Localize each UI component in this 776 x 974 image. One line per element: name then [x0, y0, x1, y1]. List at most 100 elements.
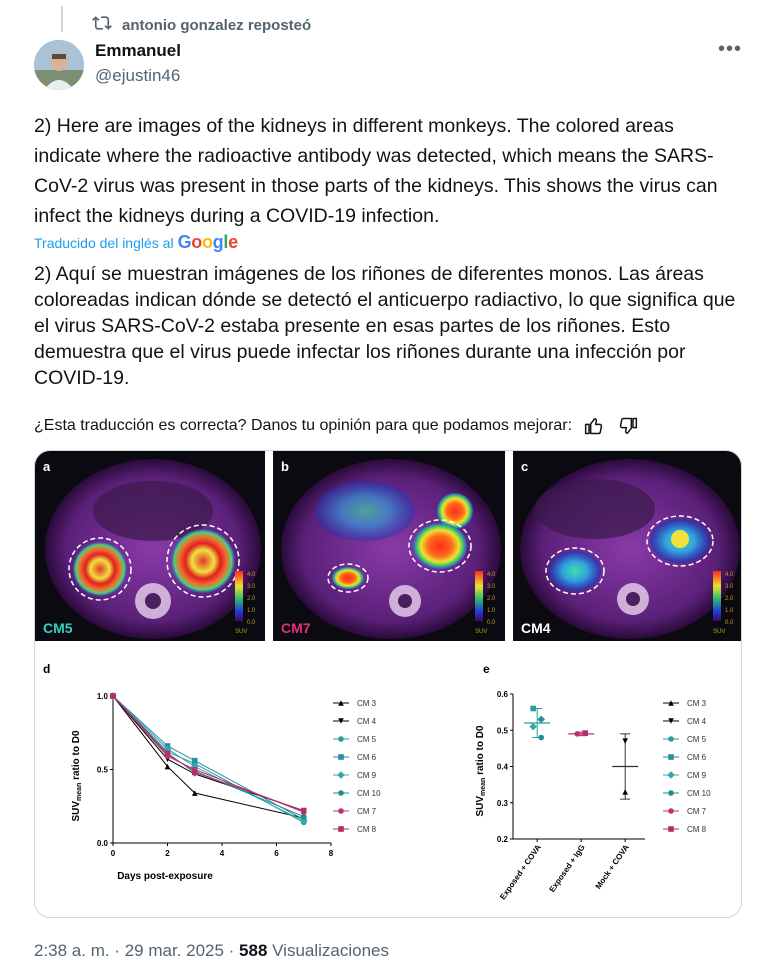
- legend-entry: CM 3: [663, 699, 707, 708]
- post-text-original: 2) Here are images of the kidneys in dif…: [34, 115, 718, 227]
- series-line: [112, 695, 304, 823]
- legend-label: CM 7: [687, 807, 707, 816]
- chart-e: e SUVmean ratio to D0 0.2 0.3 0.4 0.5 0.6 Exp…: [475, 662, 711, 901]
- legend-entry: CM 8: [663, 825, 707, 834]
- scale-tick: 2.0: [725, 596, 734, 602]
- series-line: [112, 695, 304, 812]
- post-meta: 2:38 a. m. · 29 mar. 2025 · 588 Visualiz…: [34, 941, 389, 961]
- thread-line: [61, 6, 63, 32]
- scale-tick: 1.0: [725, 608, 734, 614]
- legend-marker: [337, 771, 345, 779]
- legend-label: CM 6: [687, 753, 707, 762]
- legend-label: CM 4: [687, 717, 707, 726]
- legend-marker: [668, 826, 674, 832]
- scan-panel-b: b CM7 4.0 3.0 2.0 1.0 0.0 SUV: [273, 451, 505, 641]
- post-timestamp[interactable]: 2:38 a. m. · 29 mar. 2025 ·: [34, 941, 240, 960]
- scale-tick: 2.0: [487, 596, 496, 602]
- series-line: [112, 695, 304, 820]
- scale-tick: 0.0: [725, 620, 734, 626]
- legend-marker: [338, 736, 344, 742]
- legend-label: CM 6: [357, 753, 377, 762]
- legend-label: CM 8: [687, 825, 707, 834]
- y-tick-label: 0.6: [497, 690, 509, 699]
- legend-entry: CM 5: [663, 735, 707, 744]
- panel-subject-label: CM5: [43, 620, 73, 636]
- scale-tick: 4.0: [725, 572, 734, 578]
- translation-feedback: ¿Esta traducción es correcta? Danos tu o…: [34, 414, 640, 438]
- x-tick-label: 4: [220, 849, 225, 858]
- author-name[interactable]: Emmanuel: [95, 41, 181, 60]
- y-tick-label: 0.2: [497, 835, 509, 844]
- legend-entry: CM 7: [663, 807, 707, 816]
- data-point: [164, 763, 171, 770]
- author-handle[interactable]: @ejustin46: [95, 66, 181, 85]
- thumbs-up-icon[interactable]: [582, 414, 606, 438]
- more-options-icon[interactable]: •••: [718, 38, 743, 60]
- repost-text: antonio gonzalez reposteó: [122, 16, 312, 34]
- legend-label: CM 10: [357, 789, 381, 798]
- repost-icon: [92, 13, 112, 37]
- legend-marker: [668, 718, 674, 724]
- legend-marker: [668, 736, 674, 742]
- x-tick-label: Exposed + COVA: [498, 843, 543, 902]
- scale-tick: 4.0: [487, 572, 496, 578]
- panel-letter: b: [281, 459, 289, 474]
- translated-label: Traducido del inglés al: [34, 234, 174, 251]
- thumbs-down-icon[interactable]: [616, 414, 640, 438]
- data-point: [622, 738, 628, 744]
- legend-marker: [668, 754, 674, 760]
- legend-entry: CM 7: [333, 807, 377, 816]
- series-line: [112, 695, 304, 813]
- y-tick-label: 0.5: [97, 766, 109, 775]
- x-tick-label: 6: [274, 849, 279, 858]
- scan-panel-c: c CM4 4.0 3.0 2.0 1.0 0.0 SUV: [513, 451, 741, 641]
- post-media-figure[interactable]: a CM5 4.0 3.0 2.0 1.0 0.0 SUV b: [34, 450, 742, 918]
- scale-unit: SUV: [235, 629, 247, 635]
- chart-d: d Days post-exposure SUVmean ratio to D0…: [43, 662, 381, 882]
- data-point: [300, 813, 307, 820]
- data-point: [191, 757, 198, 764]
- x-tick-label: 8: [329, 849, 334, 858]
- legend-marker: [668, 790, 674, 796]
- panel-subject-label: CM4: [521, 620, 551, 636]
- legend-entry: CM 9: [333, 771, 377, 780]
- scale-tick: 2.0: [247, 596, 256, 602]
- legend-label: CM 10: [687, 789, 711, 798]
- y-tick-label: 0.3: [497, 799, 509, 808]
- series-line: [112, 695, 304, 819]
- legend-marker: [338, 808, 344, 814]
- data-point: [191, 769, 198, 776]
- repost-header[interactable]: antonio gonzalez reposteó: [92, 13, 311, 37]
- data-point: [110, 693, 116, 699]
- data-point: [537, 715, 545, 724]
- data-point: [191, 790, 198, 796]
- legend-entry: CM 3: [333, 699, 377, 708]
- scale-tick: 3.0: [487, 584, 496, 590]
- legend-marker: [338, 718, 344, 724]
- scale-tick: 1.0: [487, 608, 496, 614]
- feedback-text: ¿Esta traducción es correcta? Danos tu o…: [34, 417, 573, 434]
- scale-tick: 3.0: [247, 584, 256, 590]
- legend-entry: CM 9: [663, 771, 707, 780]
- x-tick-label: 2: [165, 849, 170, 858]
- x-tick-label: Mock + COVA: [594, 843, 631, 891]
- avatar[interactable]: [34, 40, 84, 90]
- scale-unit: SUV: [475, 629, 487, 635]
- scale-tick: 1.0: [247, 608, 256, 614]
- panel-subject-label: CM7: [281, 620, 311, 636]
- panel-letter: a: [43, 459, 51, 474]
- legend-label: CM 3: [357, 699, 377, 708]
- translation-attribution[interactable]: Traducido del inglés al Google: [34, 232, 238, 253]
- data-point: [574, 731, 580, 737]
- legend-marker: [338, 826, 344, 832]
- data-point: [300, 807, 307, 814]
- y-tick-label: 0.4: [497, 763, 509, 772]
- x-axis-label: Days post-exposure: [117, 871, 213, 882]
- post-text-translated: 2) Aquí se muestran imágenes de los riño…: [34, 263, 736, 389]
- data-point: [530, 705, 536, 712]
- legend-marker: [338, 700, 344, 706]
- views-count: 588: [239, 941, 268, 960]
- legend-label: CM 4: [357, 717, 377, 726]
- panel-letter: d: [43, 662, 50, 676]
- legend-label: CM 5: [687, 735, 707, 744]
